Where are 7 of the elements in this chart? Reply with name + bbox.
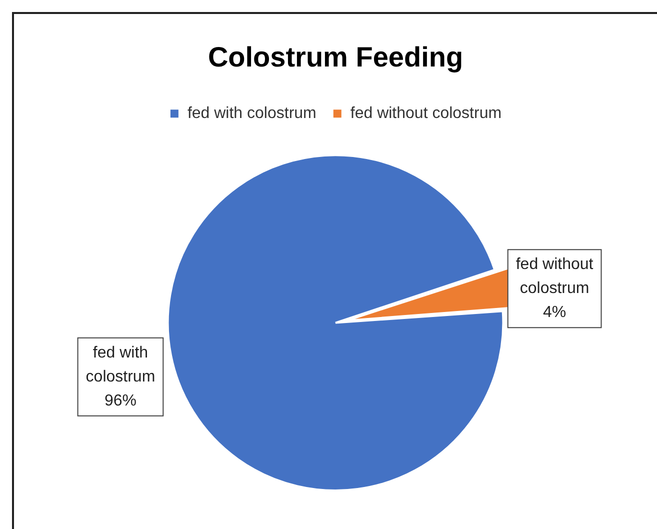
chart-title: Colostrum Feeding [208,42,464,73]
data-label: 96% [104,392,136,410]
legend-label: fed without colostrum [350,105,502,122]
slice-label: fed with colostrum [86,344,156,386]
slice-label: fed without colostrum [516,256,594,298]
legend-label: fed with colostrum [187,105,316,122]
data-label: 4% [542,304,566,322]
